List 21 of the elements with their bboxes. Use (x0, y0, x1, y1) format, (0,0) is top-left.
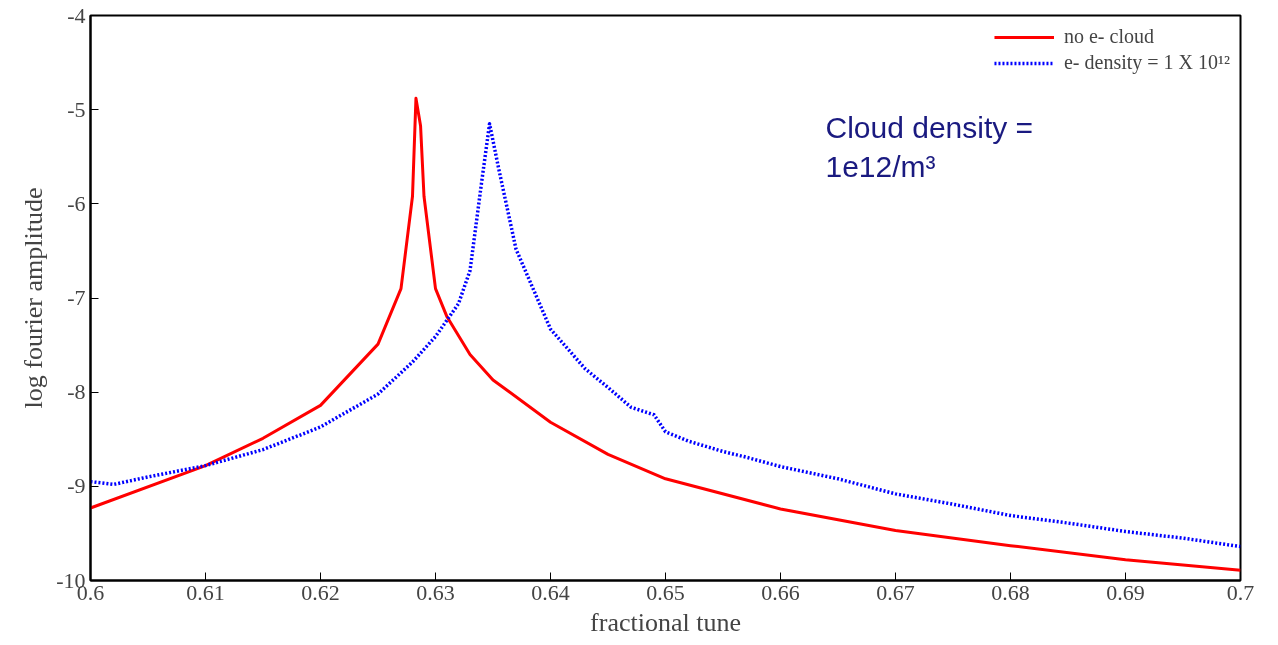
x-tick-label: 0.62 (301, 579, 340, 605)
x-tick-label: 0.63 (416, 579, 455, 605)
x-axis-title: fractional tune (590, 607, 741, 637)
y-axis-title: log fourier amplitude (19, 187, 49, 409)
legend-label: no e- cloud (1063, 25, 1154, 48)
x-tick-label: 0.64 (531, 579, 570, 605)
y-tick-label: -8 (67, 379, 86, 405)
legend-label: e- density = 1 X 10¹² (1063, 51, 1230, 74)
y-tick-label: -5 (67, 96, 86, 122)
x-tick-label: 0.66 (761, 579, 800, 605)
y-tick-label: -9 (67, 473, 86, 499)
y-tick-label: -7 (67, 285, 86, 310)
x-tick-label: 0.68 (991, 579, 1030, 605)
x-tick-label: 0.65 (646, 579, 685, 605)
x-tick-label: 0.69 (1106, 579, 1145, 605)
y-tick-label: -6 (67, 190, 86, 216)
x-tick-label: 0.7 (1226, 579, 1255, 605)
y-tick-label: -4 (67, 2, 86, 28)
x-tick-label: 0.61 (186, 579, 225, 605)
annotation: Cloud density = 1e12/m³ (825, 110, 1034, 184)
x-tick-label: 0.67 (876, 579, 915, 605)
